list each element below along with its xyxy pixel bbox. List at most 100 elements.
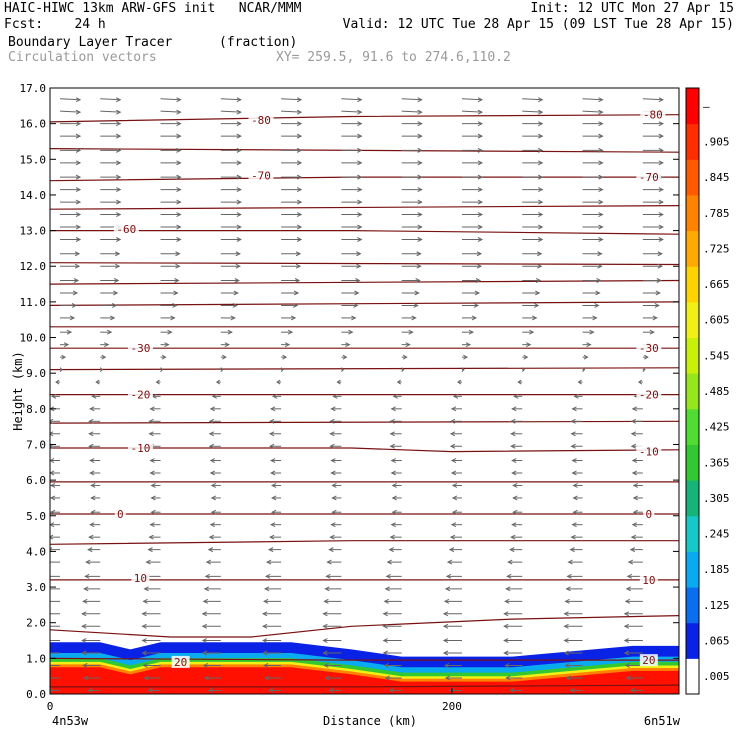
vector-head — [75, 199, 82, 205]
vector-head — [296, 109, 303, 115]
vector-head — [444, 586, 451, 592]
colorbar-swatch — [686, 408, 699, 445]
y-tick-label: 15.0 — [20, 153, 47, 166]
vector-head — [116, 199, 122, 205]
vector-head — [296, 97, 303, 103]
circulation-vector — [401, 110, 422, 113]
vector-head — [450, 406, 457, 412]
contour-label: -60 — [116, 223, 136, 236]
vector-head — [149, 406, 155, 412]
vector-head — [201, 638, 208, 643]
vector-head — [73, 278, 80, 283]
vector-head — [658, 97, 664, 103]
vector-head — [357, 212, 363, 217]
vector-head — [323, 663, 329, 668]
vector-head — [296, 237, 303, 242]
vector-head — [160, 367, 164, 372]
vector-head — [538, 187, 544, 193]
vector-head — [449, 443, 456, 449]
vector-head — [503, 611, 509, 617]
vector-head — [632, 495, 639, 501]
vector-head — [72, 290, 79, 296]
vector-head — [565, 586, 571, 592]
vector-head — [282, 354, 288, 360]
colorbar-swatch — [686, 123, 699, 160]
contour-label: 10 — [642, 574, 655, 587]
vector-head — [511, 458, 517, 463]
vector-head — [477, 147, 484, 153]
contour-label-bg — [127, 342, 153, 355]
vector-head — [295, 251, 302, 257]
colorbar-label: – — [703, 100, 710, 113]
colorbar-swatch — [686, 587, 699, 624]
vector-head — [598, 224, 604, 230]
vector-head — [276, 379, 281, 385]
vector-head — [149, 522, 155, 528]
contour-label-bg — [639, 654, 658, 667]
x-axis: 0 200 — [47, 688, 462, 713]
vector-head — [504, 598, 510, 604]
vector-head — [201, 623, 208, 629]
colorbar-label: .905 — [703, 135, 730, 148]
vector-head — [322, 638, 328, 643]
vector-head — [176, 224, 182, 230]
vector-head — [510, 443, 516, 449]
vector-head — [112, 302, 118, 308]
vector-head — [268, 418, 275, 424]
vector-head — [210, 495, 217, 501]
contour-line — [50, 148, 679, 153]
vector-head — [150, 509, 156, 515]
vector-head — [43, 599, 47, 603]
vector-head — [348, 329, 354, 335]
contour-label: -70 — [639, 171, 659, 184]
vector-head — [416, 263, 422, 269]
vector-head — [114, 278, 120, 283]
circulation-vector — [60, 98, 81, 101]
vector-head — [595, 290, 601, 296]
vector-head — [83, 586, 89, 592]
vector-head — [270, 495, 277, 501]
vector-head — [408, 329, 414, 335]
vector-head — [450, 522, 457, 528]
colorbar-swatch — [686, 373, 699, 410]
vector-head — [658, 121, 664, 127]
vector-head — [589, 329, 595, 335]
vector-head — [220, 367, 224, 372]
vector-head — [227, 329, 233, 335]
vector-head — [457, 379, 462, 385]
vector-head — [414, 290, 420, 296]
vector-head — [388, 687, 394, 693]
x-axis-label: Distance (km) — [323, 714, 417, 728]
right-endpoint-label: 6n51w — [644, 714, 681, 728]
vector-head — [598, 147, 604, 153]
circulation-vector — [582, 98, 603, 101]
vector-head — [538, 147, 544, 153]
vector-head — [176, 187, 182, 193]
vector-head — [442, 623, 449, 629]
vector-head — [42, 639, 46, 643]
vector-head — [345, 342, 351, 348]
vector-head — [75, 160, 82, 166]
vector-head — [630, 443, 637, 449]
vector-head — [507, 559, 513, 565]
vector-head — [74, 263, 81, 269]
vector-head — [224, 342, 230, 348]
vector-head — [571, 522, 577, 528]
vector-head — [417, 199, 423, 205]
vector-head — [510, 534, 516, 540]
vector-head — [115, 251, 121, 257]
vector-head — [148, 431, 154, 437]
vector-head — [84, 573, 90, 579]
vector-head — [417, 212, 423, 217]
vector-head — [596, 278, 602, 283]
vector-head — [203, 675, 210, 681]
vector-head — [330, 522, 336, 528]
vector-head — [511, 470, 517, 476]
contour-label-bg — [248, 114, 274, 127]
vector-head — [598, 237, 604, 242]
vector-head — [538, 160, 544, 166]
vector-head — [176, 121, 182, 127]
vector-head — [116, 97, 122, 103]
colorbar-label: .665 — [703, 278, 730, 291]
vector-head — [572, 483, 578, 488]
